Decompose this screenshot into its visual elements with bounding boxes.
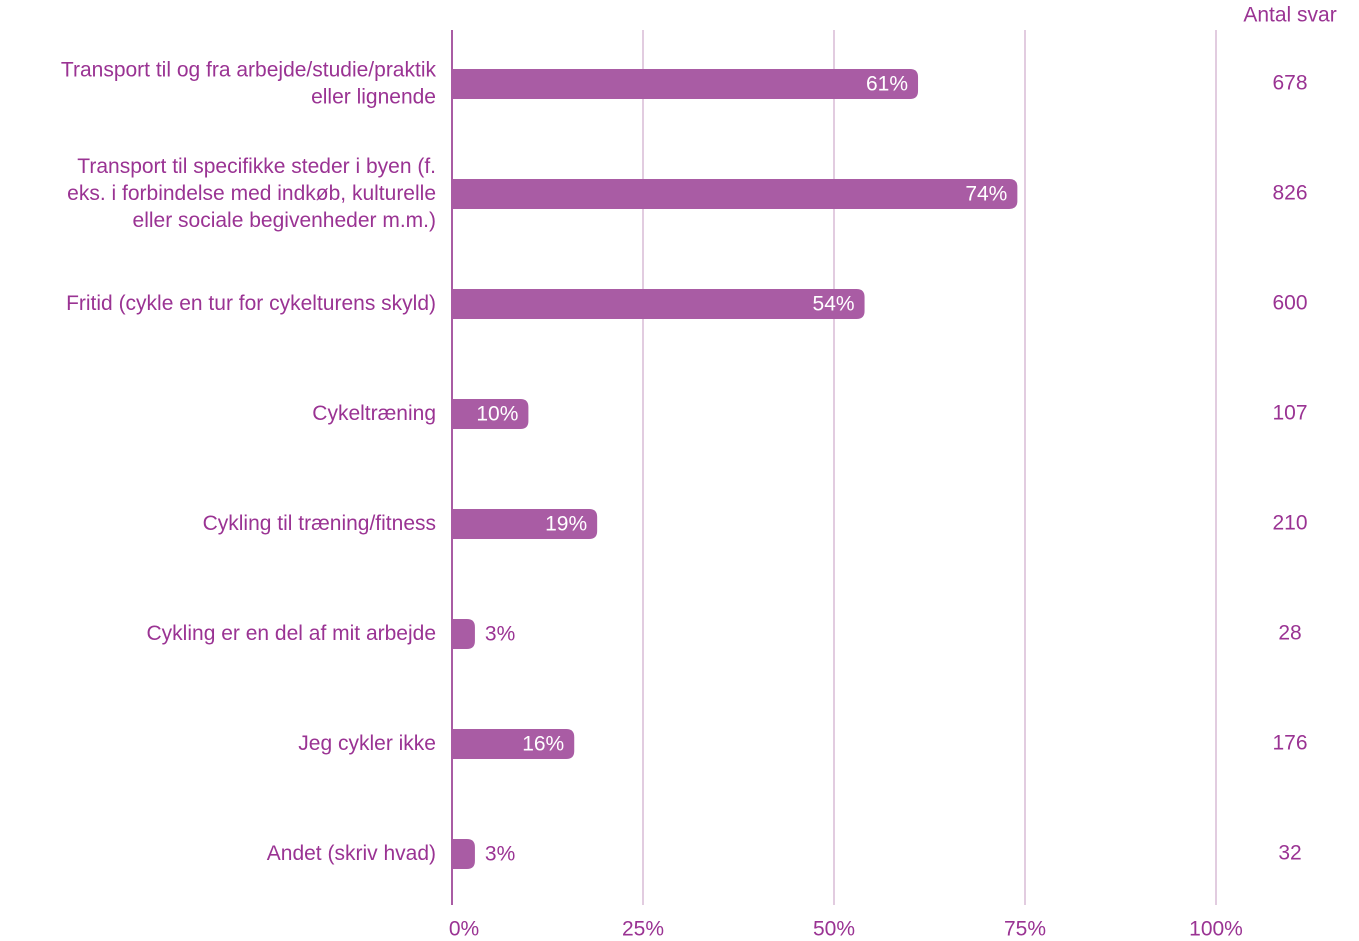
bar <box>452 839 475 869</box>
bar <box>452 399 529 429</box>
value-label: 54% <box>813 293 855 316</box>
category-label: Cykling til træning/fitness <box>203 512 436 535</box>
category-label: Transport til specifikke steder i byen (… <box>67 155 436 232</box>
category-label: Transport til og fra arbejde/studie/prak… <box>61 58 437 108</box>
bar <box>452 729 575 759</box>
value-label: 3% <box>485 623 515 646</box>
value-label: 3% <box>485 843 515 866</box>
x-tick-label: 25% <box>622 918 664 941</box>
value-label: 61% <box>866 73 908 96</box>
category-label: Cykling er en del af mit arbejde <box>147 622 436 645</box>
x-tick-label: 100% <box>1189 918 1243 941</box>
count-label: 678 <box>1272 72 1307 95</box>
count-label: 176 <box>1272 732 1307 755</box>
bar <box>452 69 919 99</box>
bar <box>452 509 598 539</box>
counts-header: Antal svar <box>1243 4 1336 27</box>
x-tick-label: 75% <box>1004 918 1046 941</box>
count-label: 210 <box>1272 512 1307 535</box>
bar <box>452 619 475 649</box>
category-label: Andet (skriv hvad) <box>267 842 436 865</box>
x-tick-label: 50% <box>813 918 855 941</box>
value-label: 19% <box>545 513 587 536</box>
count-label: 28 <box>1278 622 1301 645</box>
value-label: 74% <box>965 183 1007 206</box>
category-label: Cykeltræning <box>312 402 436 425</box>
value-label: 16% <box>522 733 564 756</box>
count-label: 600 <box>1272 292 1307 315</box>
count-label: 32 <box>1278 842 1301 865</box>
value-label: 10% <box>476 403 518 426</box>
x-tick-label: 0% <box>449 918 479 941</box>
category-label: Jeg cykler ikke <box>298 732 436 755</box>
bar <box>452 179 1018 209</box>
count-label: 826 <box>1272 182 1307 205</box>
category-label: Fritid (cykle en tur for cykelturens sky… <box>66 292 436 315</box>
bar <box>452 289 865 319</box>
count-label: 107 <box>1272 402 1307 425</box>
